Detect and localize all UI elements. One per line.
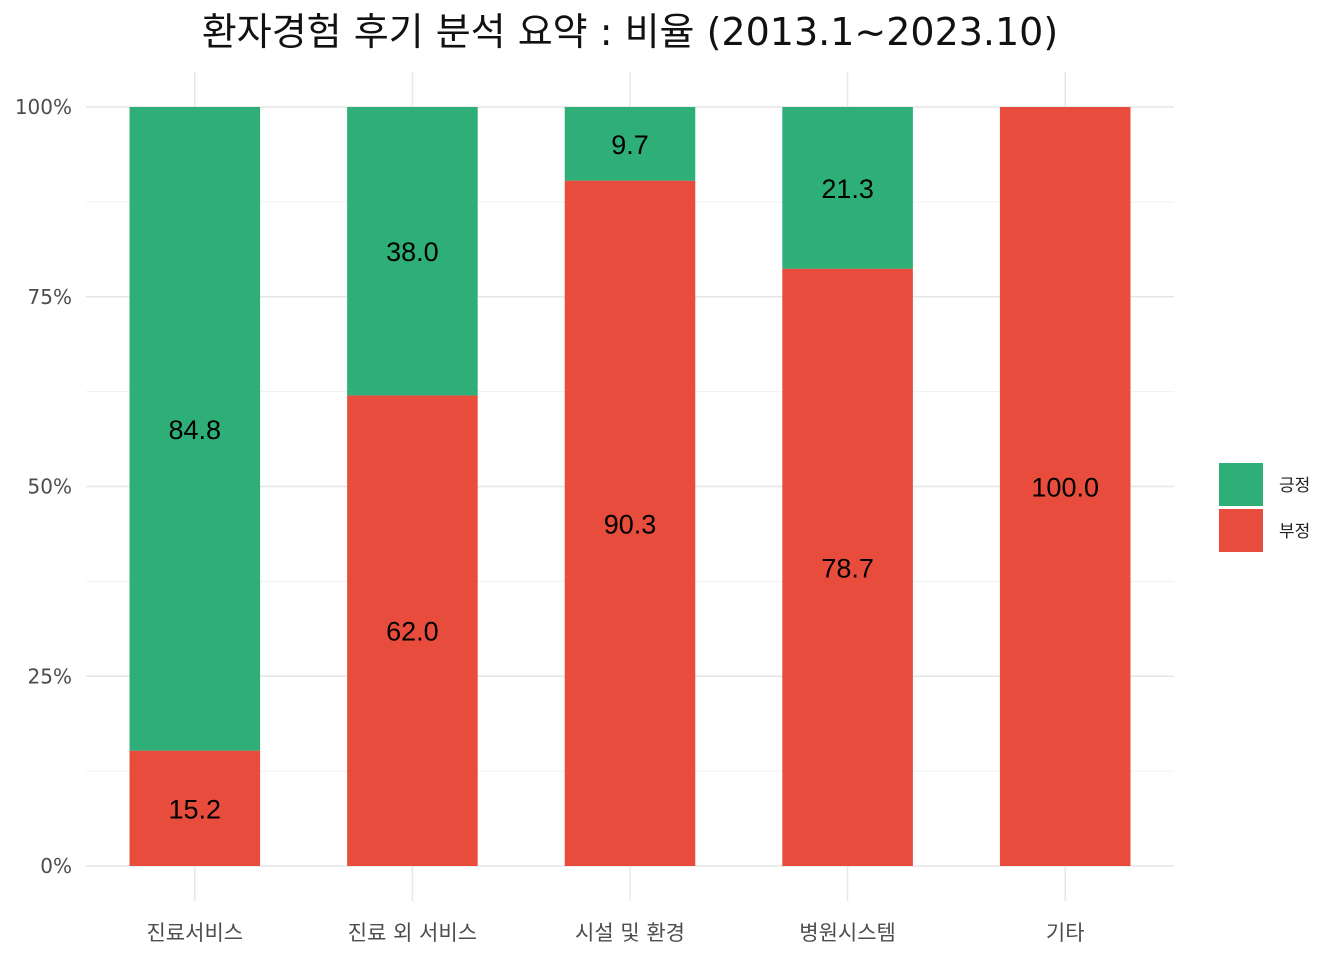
data-label: 21.3	[821, 174, 874, 204]
data-label: 62.0	[386, 617, 439, 647]
bar-segment	[129, 750, 261, 866]
bar-segment	[999, 107, 1131, 866]
y-tick-label: 75%	[28, 285, 72, 309]
x-tick-label: 진료 외 서비스	[348, 921, 477, 945]
data-labels: 15.2 84.8 62.0 38.0 90.3 9.7 78.7 21.3 100.0	[169, 130, 1099, 825]
x-tick-label: 기타	[1046, 921, 1085, 945]
data-label: 9.7	[611, 130, 649, 160]
x-tick-label: 병원시스템	[799, 921, 896, 945]
bar-segment	[564, 180, 696, 867]
data-label: 15.2	[169, 794, 222, 824]
bar-segment	[782, 268, 913, 866]
data-label: 78.7	[821, 553, 874, 583]
legend-key	[1219, 463, 1263, 506]
x-tick-label: 시설 및 환경	[575, 921, 685, 945]
x-axis: 진료서비스 진료 외 서비스 시설 및 환경 병원시스템 기타	[146, 921, 1084, 945]
bar-segment	[782, 107, 913, 269]
chart-title: 환자경험 후기 분석 요약 : 비율 (2013.1~2023.10)	[202, 10, 1058, 54]
legend-key	[1219, 509, 1263, 552]
y-tick-label: 0%	[40, 854, 72, 878]
y-tick-label: 25%	[28, 664, 72, 688]
bar-segment	[564, 107, 696, 181]
legend-label: 부정	[1279, 522, 1310, 542]
y-tick-label: 100%	[15, 95, 72, 119]
x-tick-label: 진료서비스	[146, 921, 243, 945]
y-axis: 0% 25% 50% 75% 100%	[15, 95, 72, 878]
data-label: 84.8	[169, 415, 222, 445]
legend-label: 긍정	[1279, 476, 1310, 496]
bars	[129, 107, 1131, 867]
bar-segment	[129, 107, 261, 751]
data-label: 100.0	[1031, 473, 1099, 503]
bar-segment	[347, 107, 478, 396]
data-label: 90.3	[604, 509, 657, 539]
data-label: 38.0	[386, 237, 439, 267]
y-tick-label: 50%	[28, 475, 72, 499]
bar-segment	[347, 395, 478, 866]
